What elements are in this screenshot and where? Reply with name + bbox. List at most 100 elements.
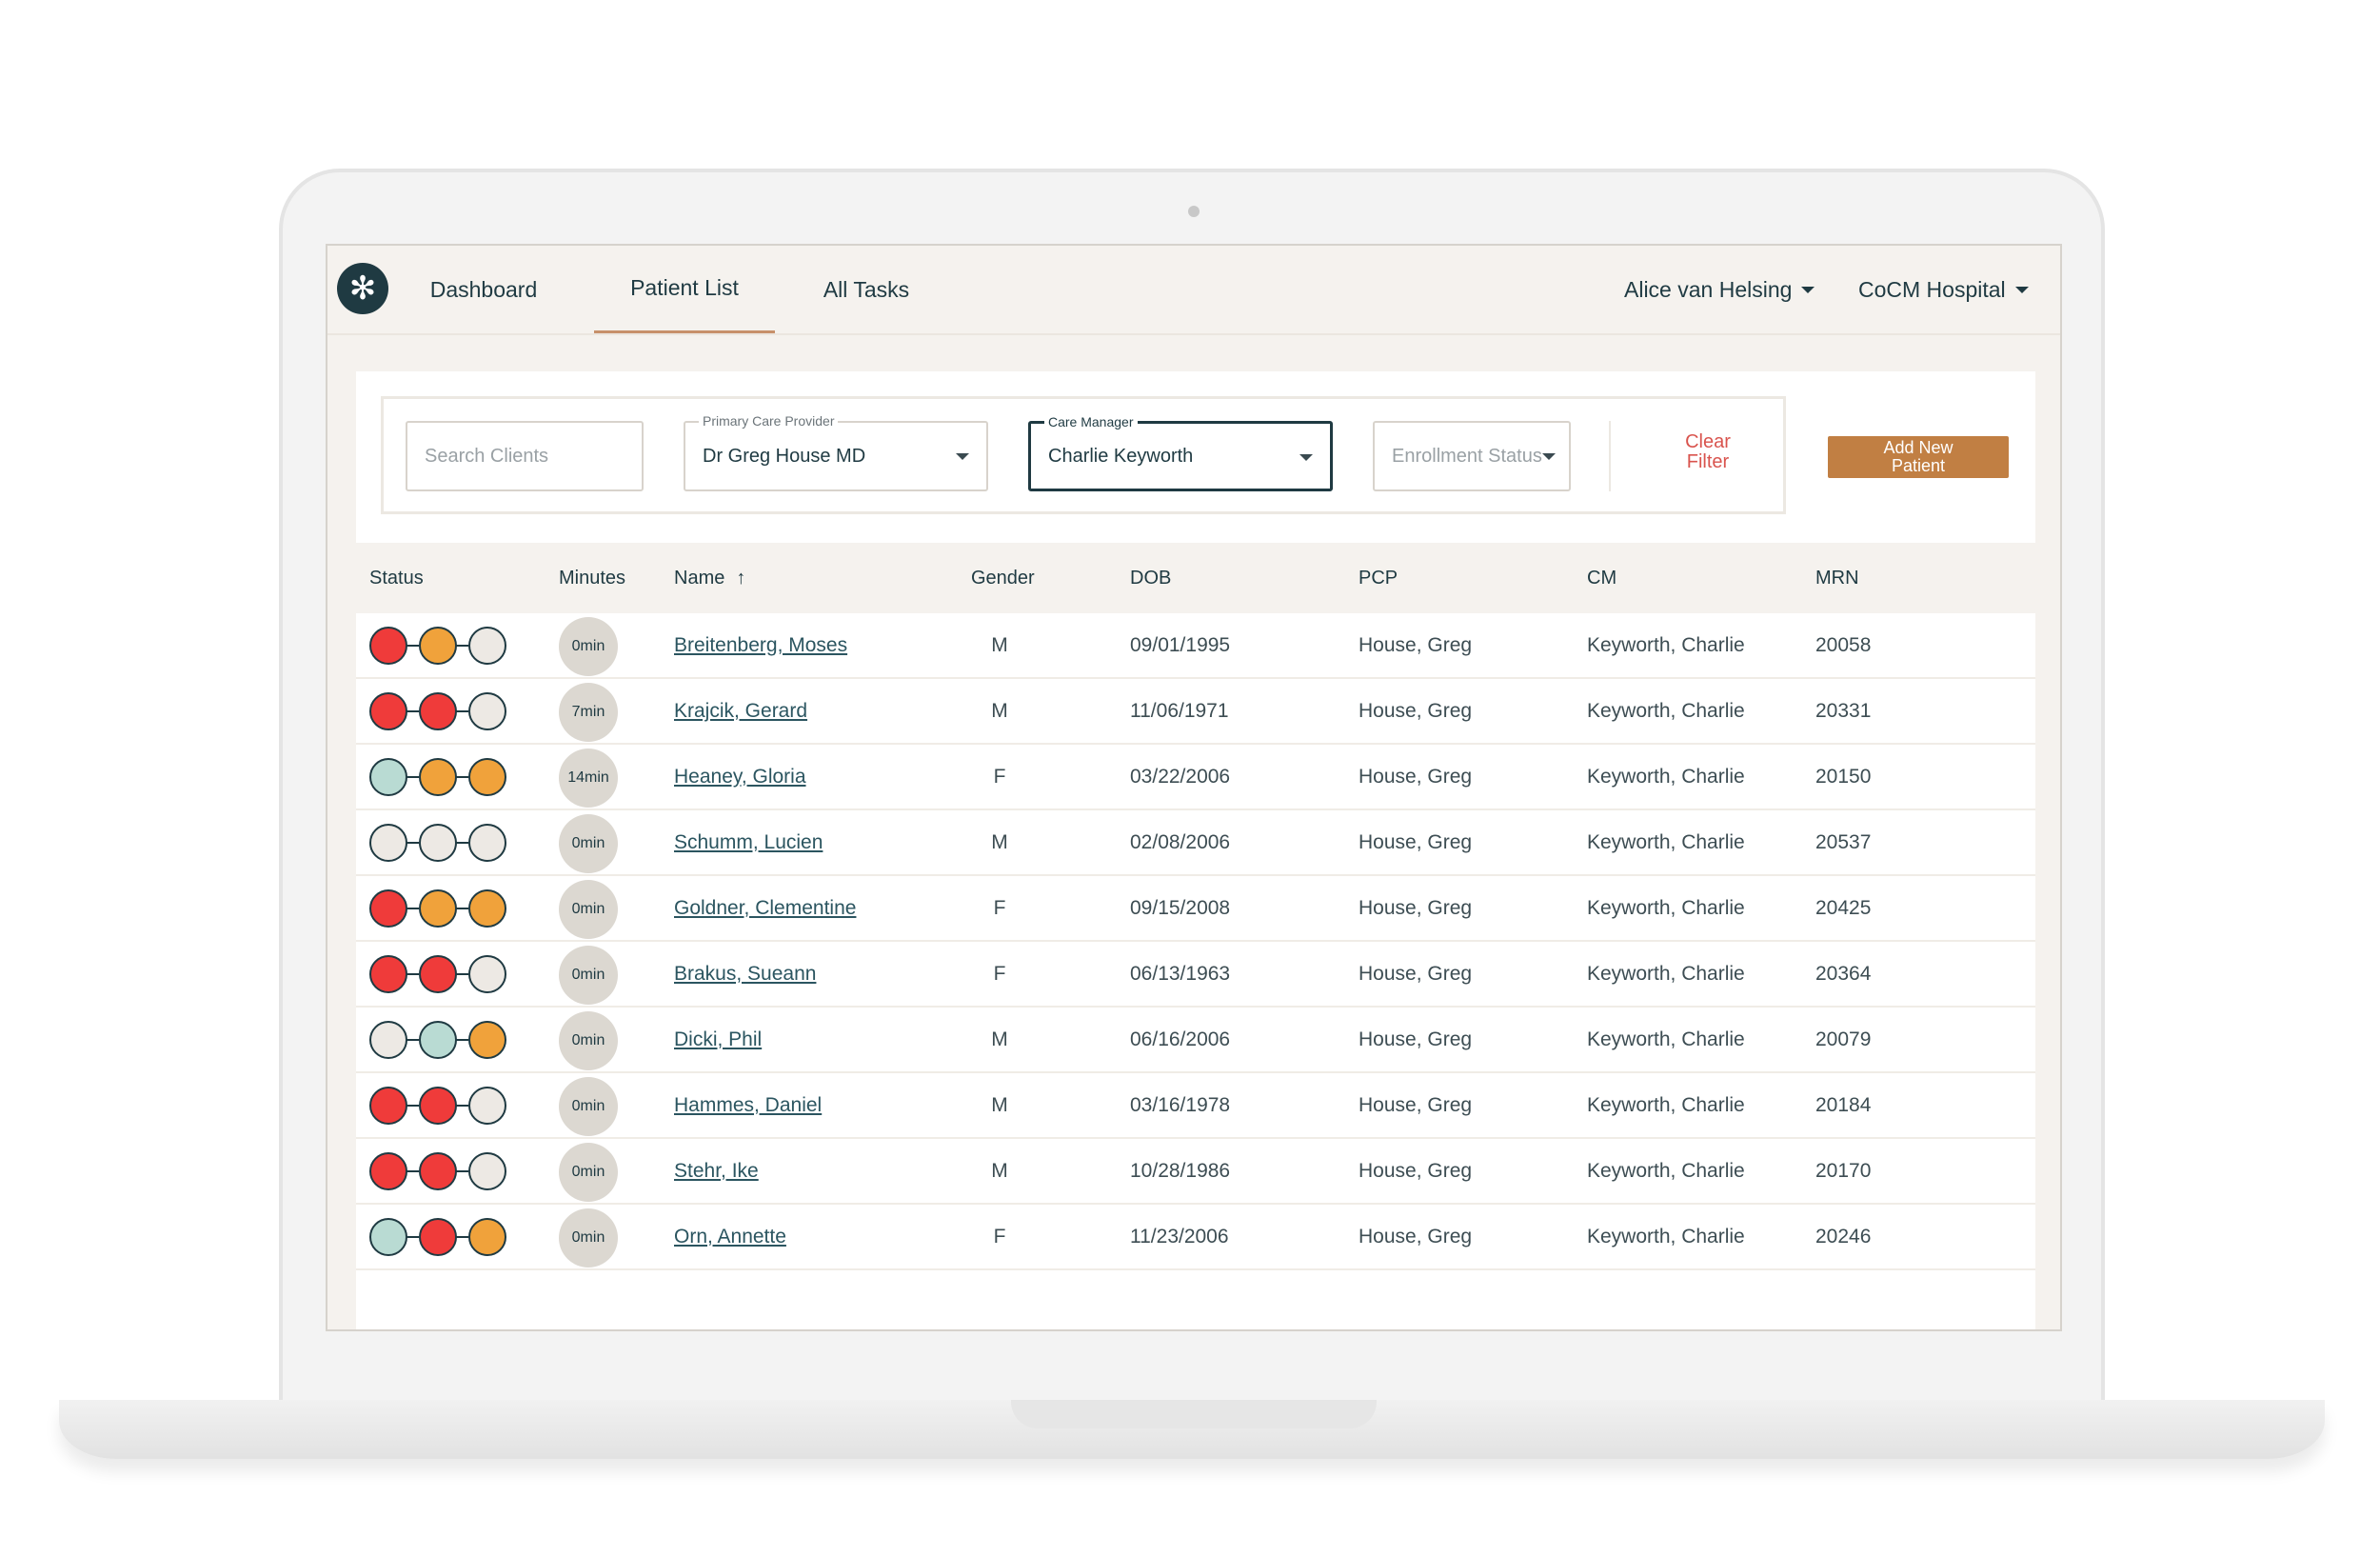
patient-name-link-text[interactable]: Stehr, Ike [674, 1159, 759, 1182]
mrn-cell: 20184 [1815, 1073, 1968, 1137]
table-row[interactable]: 0min Brakus, Sueann F 06/13/1963 House, Greg… [356, 942, 2035, 1008]
table-row[interactable]: 0min Dicki, Phil M 06/16/2006 House, Greg Key… [356, 1008, 2035, 1073]
status-connector [453, 1170, 468, 1172]
asterisk-logo-icon[interactable]: ✻ [337, 263, 388, 314]
patient-name-link-text[interactable]: Orn, Annette [674, 1225, 786, 1248]
cm-cell-text: Keyworth, Charlie [1587, 896, 1745, 919]
mrn-cell: 20537 [1815, 810, 1968, 874]
cm-cell-text: Keyworth, Charlie [1587, 1225, 1745, 1248]
tab-dashboard[interactable]: Dashboard [429, 276, 538, 302]
chevron-down-icon [1542, 453, 1556, 460]
table-row[interactable]: 0min Stehr, Ike M 10/28/1986 House, Greg Keyw… [356, 1139, 2035, 1205]
mrn-cell-text: 20079 [1815, 1028, 1872, 1050]
column-header-status[interactable]: Status [369, 567, 424, 589]
patient-name-link[interactable]: Krajcik, Gerard [674, 679, 960, 743]
patient-name-link-text[interactable]: Breitenberg, Moses [674, 633, 848, 656]
patient-name-link[interactable]: Hammes, Daniel [674, 1073, 960, 1137]
dob-cell-text: 10/28/1986 [1130, 1159, 1231, 1182]
organization-menu[interactable]: CoCM Hospital [1858, 246, 2029, 333]
table-row[interactable]: 0min Orn, Annette F 11/23/2006 House, Greg Ke… [356, 1205, 2035, 1270]
table-row[interactable]: 0min Schumm, Lucien M 02/08/2006 House, Greg… [356, 810, 2035, 876]
column-header-mrn[interactable]: MRN [1815, 567, 1859, 589]
column-header-gender[interactable]: Gender [971, 567, 1035, 589]
patient-name-link[interactable]: Breitenberg, Moses [674, 613, 960, 677]
table-row[interactable]: 0min Hammes, Daniel M 03/16/1978 House, Greg… [356, 1073, 2035, 1139]
status-dot [468, 824, 506, 862]
patient-name-link[interactable]: Brakus, Sueann [674, 942, 960, 1006]
pcp-cell: House, Greg [1359, 1139, 1568, 1203]
cm-cell: Keyworth, Charlie [1587, 1205, 1796, 1268]
minutes-badge: 0min [559, 617, 618, 676]
patient-name-link[interactable]: Dicki, Phil [674, 1008, 960, 1071]
column-header-pcp[interactable]: PCP [1359, 567, 1398, 589]
status-dot [369, 889, 407, 928]
mrn-cell: 20150 [1815, 745, 1968, 808]
cm-cell-text: Keyworth, Charlie [1587, 962, 1745, 985]
tab-all-tasks[interactable]: All Tasks [823, 276, 910, 302]
dob-cell: 06/13/1963 [1130, 942, 1320, 1006]
cm-cell-text: Keyworth, Charlie [1587, 1159, 1745, 1182]
status-dot [369, 1152, 407, 1190]
patient-name-link-text[interactable]: Dicki, Phil [674, 1028, 763, 1050]
patient-name-link[interactable]: Orn, Annette [674, 1205, 960, 1268]
user-menu[interactable]: Alice van Helsing [1624, 246, 1815, 333]
chevron-down-icon [1299, 454, 1313, 461]
column-header-cm[interactable]: CM [1587, 567, 1617, 589]
cm-cell: Keyworth, Charlie [1587, 1008, 1796, 1071]
clear-filter-button[interactable]: Clear Filter [1651, 432, 1765, 472]
pcp-cell: House, Greg [1359, 1073, 1568, 1137]
gender-cell-text: F [993, 896, 1006, 919]
patient-name-link-text[interactable]: Krajcik, Gerard [674, 699, 808, 722]
table-row[interactable]: 0min Breitenberg, Moses M 09/01/1995 House, … [356, 613, 2035, 679]
patient-name-link[interactable]: Heaney, Gloria [674, 745, 960, 808]
minutes-badge: 0min [559, 946, 618, 1005]
gender-cell-text: M [991, 633, 1008, 656]
patient-name-link-text[interactable]: Hammes, Daniel [674, 1093, 823, 1116]
gender-cell-text: M [991, 1093, 1008, 1116]
mrn-cell-text: 20246 [1815, 1225, 1872, 1248]
status-connector [453, 776, 468, 778]
primary-care-provider-select[interactable]: Primary Care Provider Dr Greg House MD [684, 411, 988, 491]
enrollment-status-select[interactable]: Enrollment Status [1373, 421, 1571, 491]
add-patient-label-line1: Add New [1883, 438, 1954, 457]
patient-name-link-text[interactable]: Goldner, Clementine [674, 896, 857, 919]
table-row[interactable]: 7min Krajcik, Gerard M 11/06/1971 House, Gre… [356, 679, 2035, 745]
cm-cell-text: Keyworth, Charlie [1587, 1093, 1745, 1116]
status-dot [369, 1087, 407, 1125]
mrn-cell-text: 20331 [1815, 699, 1872, 722]
column-header-dob[interactable]: DOB [1130, 567, 1172, 589]
patient-name-link-text[interactable]: Brakus, Sueann [674, 962, 817, 985]
gender-cell: F [971, 942, 1028, 1006]
gender-cell: M [971, 679, 1028, 743]
minutes-badge: 0min [559, 1143, 618, 1202]
table-row[interactable]: 0min Goldner, Clementine F 09/15/2008 House,… [356, 876, 2035, 942]
patient-name-link-text[interactable]: Schumm, Lucien [674, 830, 823, 853]
search-clients-input[interactable]: Search Clients [406, 421, 644, 491]
patient-name-link[interactable]: Stehr, Ike [674, 1139, 960, 1203]
minutes-badge: 0min [559, 880, 618, 939]
tab-patient-list[interactable]: Patient List [594, 246, 775, 333]
mrn-cell-text: 20425 [1815, 896, 1872, 919]
status-indicator [369, 955, 512, 993]
gender-cell-text: F [993, 765, 1006, 788]
care-manager-select[interactable]: Care Manager Charlie Keyworth [1028, 412, 1333, 491]
pcp-cell-text: House, Greg [1359, 1028, 1473, 1050]
patient-name-link[interactable]: Goldner, Clementine [674, 876, 960, 940]
top-nav: ✻ Dashboard Patient List All Tasks Alice… [327, 246, 2060, 335]
patient-name-link[interactable]: Schumm, Lucien [674, 810, 960, 874]
table-row[interactable]: 14min Heaney, Gloria F 03/22/2006 House, Gre… [356, 745, 2035, 810]
clear-filter-label-line2: Filter [1686, 451, 1730, 472]
pcp-cell: House, Greg [1359, 810, 1568, 874]
column-header-minutes[interactable]: Minutes [559, 567, 626, 589]
add-new-patient-button[interactable]: Add New Patient [1828, 436, 2009, 478]
dob-cell: 11/23/2006 [1130, 1205, 1320, 1268]
status-connector [404, 1170, 419, 1172]
status-indicator [369, 627, 512, 665]
gender-cell: M [971, 1073, 1028, 1137]
pcp-cell-text: House, Greg [1359, 765, 1473, 788]
status-connector [404, 776, 419, 778]
patient-name-link-text[interactable]: Heaney, Gloria [674, 765, 806, 788]
column-header-name[interactable]: Name ↑ [674, 543, 745, 613]
status-indicator [369, 758, 512, 796]
gender-cell-text: M [991, 1028, 1008, 1050]
